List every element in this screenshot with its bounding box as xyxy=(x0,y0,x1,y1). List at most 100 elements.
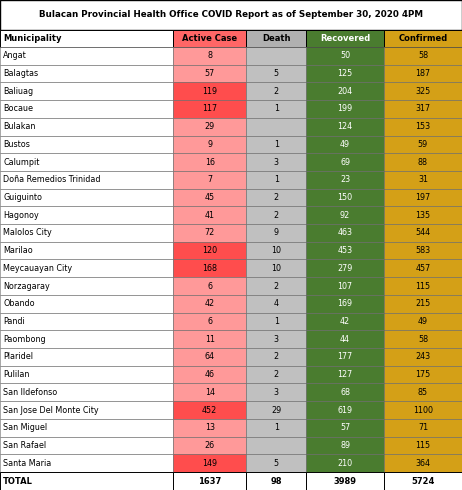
Text: 317: 317 xyxy=(415,104,431,114)
Text: 45: 45 xyxy=(205,193,215,202)
Text: 215: 215 xyxy=(415,299,431,308)
Text: Meycauayan City: Meycauayan City xyxy=(3,264,72,273)
Text: 31: 31 xyxy=(418,175,428,184)
Text: Santa Maria: Santa Maria xyxy=(3,459,51,467)
Text: 204: 204 xyxy=(338,87,353,96)
Bar xyxy=(384,419,462,437)
Bar xyxy=(0,472,173,490)
Text: 168: 168 xyxy=(202,264,217,273)
Bar xyxy=(173,224,246,242)
Text: 5: 5 xyxy=(274,69,279,78)
Bar xyxy=(246,401,306,419)
Text: 9: 9 xyxy=(274,228,279,238)
Bar xyxy=(306,100,384,118)
Text: 6: 6 xyxy=(207,282,212,291)
Bar xyxy=(173,136,246,153)
Bar xyxy=(246,100,306,118)
Text: 2: 2 xyxy=(274,352,279,362)
Text: 210: 210 xyxy=(338,459,353,467)
Bar xyxy=(306,348,384,366)
Text: 64: 64 xyxy=(205,352,215,362)
Bar xyxy=(246,330,306,348)
Text: Doña Remedios Trinidad: Doña Remedios Trinidad xyxy=(3,175,101,184)
Bar xyxy=(246,65,306,82)
Bar xyxy=(306,47,384,65)
Text: Confirmed: Confirmed xyxy=(398,34,448,43)
Bar xyxy=(384,437,462,454)
Bar xyxy=(306,472,384,490)
Bar xyxy=(0,65,173,82)
Bar xyxy=(0,224,173,242)
Bar xyxy=(0,171,173,189)
Bar xyxy=(173,153,246,171)
Text: Baliuag: Baliuag xyxy=(3,87,33,96)
Bar xyxy=(173,437,246,454)
Text: 325: 325 xyxy=(415,87,431,96)
Bar xyxy=(173,330,246,348)
Text: 1: 1 xyxy=(274,140,279,149)
Text: 115: 115 xyxy=(415,282,431,291)
Bar xyxy=(0,100,173,118)
Text: San Jose Del Monte City: San Jose Del Monte City xyxy=(3,406,98,415)
Bar xyxy=(0,260,173,277)
Bar xyxy=(306,171,384,189)
Bar xyxy=(0,0,462,30)
Bar xyxy=(306,30,384,47)
Bar xyxy=(384,136,462,153)
Text: 89: 89 xyxy=(340,441,350,450)
Text: San Miguel: San Miguel xyxy=(3,423,47,432)
Bar xyxy=(0,277,173,295)
Text: 149: 149 xyxy=(202,459,217,467)
Bar xyxy=(0,242,173,260)
Bar xyxy=(246,47,306,65)
Bar xyxy=(306,136,384,153)
Bar xyxy=(306,366,384,384)
Text: Malolos City: Malolos City xyxy=(3,228,52,238)
Bar xyxy=(306,118,384,136)
Bar xyxy=(384,384,462,401)
Text: Paombong: Paombong xyxy=(3,335,46,343)
Text: Active Case: Active Case xyxy=(182,34,237,43)
Bar xyxy=(306,260,384,277)
Text: Plaridel: Plaridel xyxy=(3,352,33,362)
Bar xyxy=(0,454,173,472)
Bar xyxy=(306,330,384,348)
Text: 2: 2 xyxy=(274,87,279,96)
Text: 92: 92 xyxy=(340,211,350,220)
Bar xyxy=(306,384,384,401)
Bar xyxy=(173,242,246,260)
Bar xyxy=(246,224,306,242)
Text: 88: 88 xyxy=(418,158,428,167)
Bar xyxy=(173,384,246,401)
Text: 457: 457 xyxy=(415,264,431,273)
Bar xyxy=(173,277,246,295)
Bar xyxy=(384,100,462,118)
Text: 119: 119 xyxy=(202,87,217,96)
Bar xyxy=(384,189,462,206)
Bar xyxy=(173,260,246,277)
Bar xyxy=(0,313,173,330)
Bar xyxy=(246,454,306,472)
Text: 135: 135 xyxy=(415,211,431,220)
Bar xyxy=(306,82,384,100)
Bar xyxy=(173,366,246,384)
Text: 177: 177 xyxy=(337,352,353,362)
Bar xyxy=(384,454,462,472)
Text: 3: 3 xyxy=(274,158,279,167)
Bar xyxy=(384,260,462,277)
Bar xyxy=(306,224,384,242)
Text: Recovered: Recovered xyxy=(320,34,370,43)
Bar xyxy=(306,153,384,171)
Bar xyxy=(306,277,384,295)
Text: Bustos: Bustos xyxy=(3,140,30,149)
Text: 2: 2 xyxy=(274,282,279,291)
Text: 50: 50 xyxy=(340,51,350,60)
Bar xyxy=(246,171,306,189)
Text: 364: 364 xyxy=(415,459,431,467)
Text: 1: 1 xyxy=(274,423,279,432)
Text: 1100: 1100 xyxy=(413,406,433,415)
Text: 279: 279 xyxy=(337,264,353,273)
Bar xyxy=(246,206,306,224)
Text: 243: 243 xyxy=(415,352,431,362)
Text: 124: 124 xyxy=(338,122,353,131)
